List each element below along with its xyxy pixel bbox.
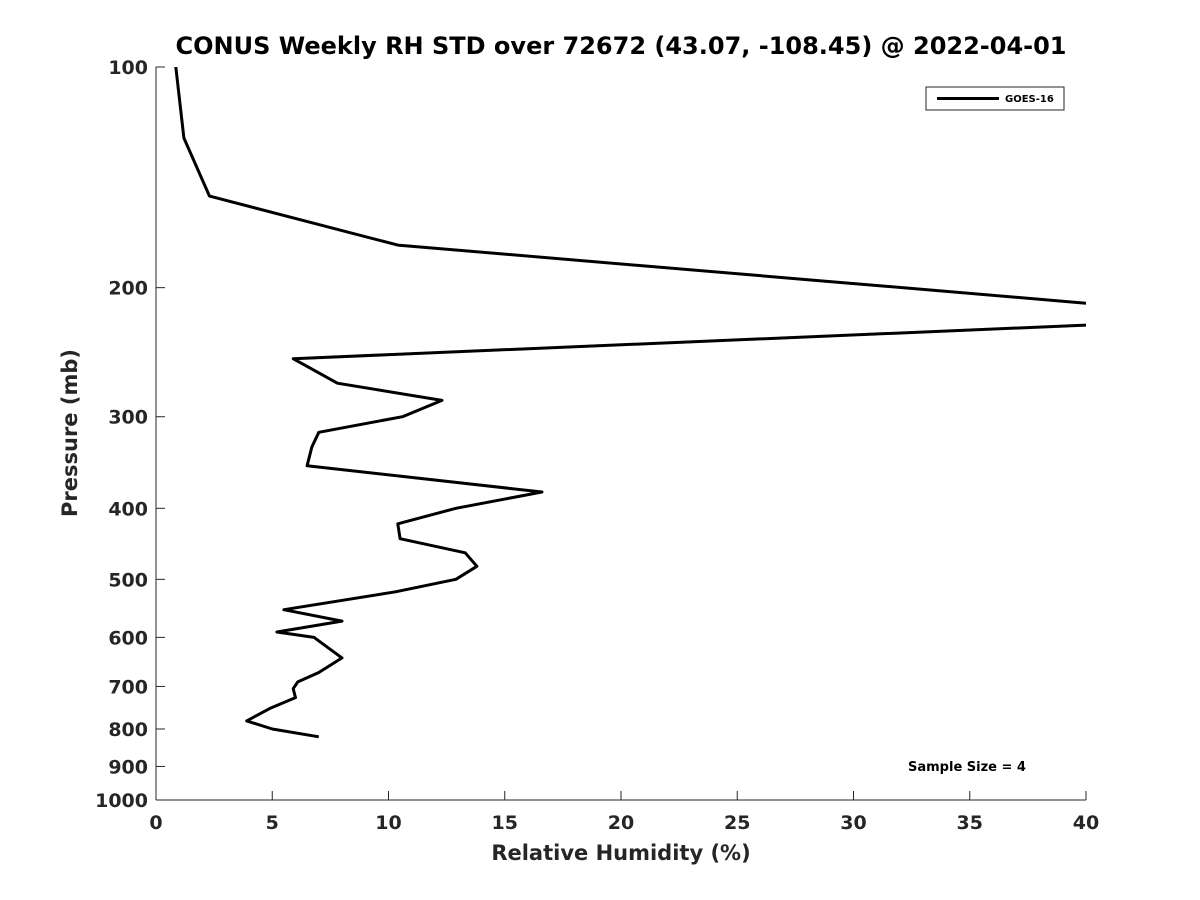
- x-tick-label: 25: [724, 812, 750, 834]
- x-axis-label: Relative Humidity (%): [491, 841, 750, 865]
- y-axis-label: Pressure (mb): [58, 349, 82, 517]
- legend-label-goes16: GOES-16: [1005, 94, 1054, 105]
- series-layer: [174, 67, 1086, 739]
- y-tick-label: 400: [108, 498, 148, 520]
- x-tick-label: 30: [840, 812, 866, 834]
- chart-title: CONUS Weekly RH STD over 72672 (43.07, -…: [175, 32, 1066, 60]
- x-axis: 0 5 10 15 20 25 30 35 40: [149, 791, 1099, 834]
- x-tick-label: 15: [492, 812, 518, 834]
- y-tick-label: 1000: [95, 790, 148, 812]
- x-tick-label: 10: [375, 812, 401, 834]
- x-tick-label: 20: [608, 812, 634, 834]
- plot-frame: [156, 67, 1086, 800]
- y-tick-label: 700: [108, 676, 148, 698]
- y-tick-label: 300: [108, 407, 148, 429]
- sample-size-annotation: Sample Size = 4: [908, 760, 1026, 775]
- y-tick-label: 900: [108, 756, 148, 778]
- y-tick-label: 100: [108, 57, 148, 79]
- x-tick-label: 0: [149, 812, 162, 834]
- y-tick-label: 800: [108, 719, 148, 741]
- series-line-0: [174, 67, 1086, 739]
- y-axis: 100 200 300 400 500 600 700 800 900 1000: [95, 57, 165, 812]
- y-tick-label: 500: [108, 569, 148, 591]
- x-tick-label: 35: [957, 812, 983, 834]
- legend: GOES-16: [925, 86, 1065, 111]
- y-tick-label: 600: [108, 627, 148, 649]
- x-tick-label: 5: [266, 812, 279, 834]
- x-tick-label: 40: [1073, 812, 1099, 834]
- y-tick-label: 200: [108, 278, 148, 300]
